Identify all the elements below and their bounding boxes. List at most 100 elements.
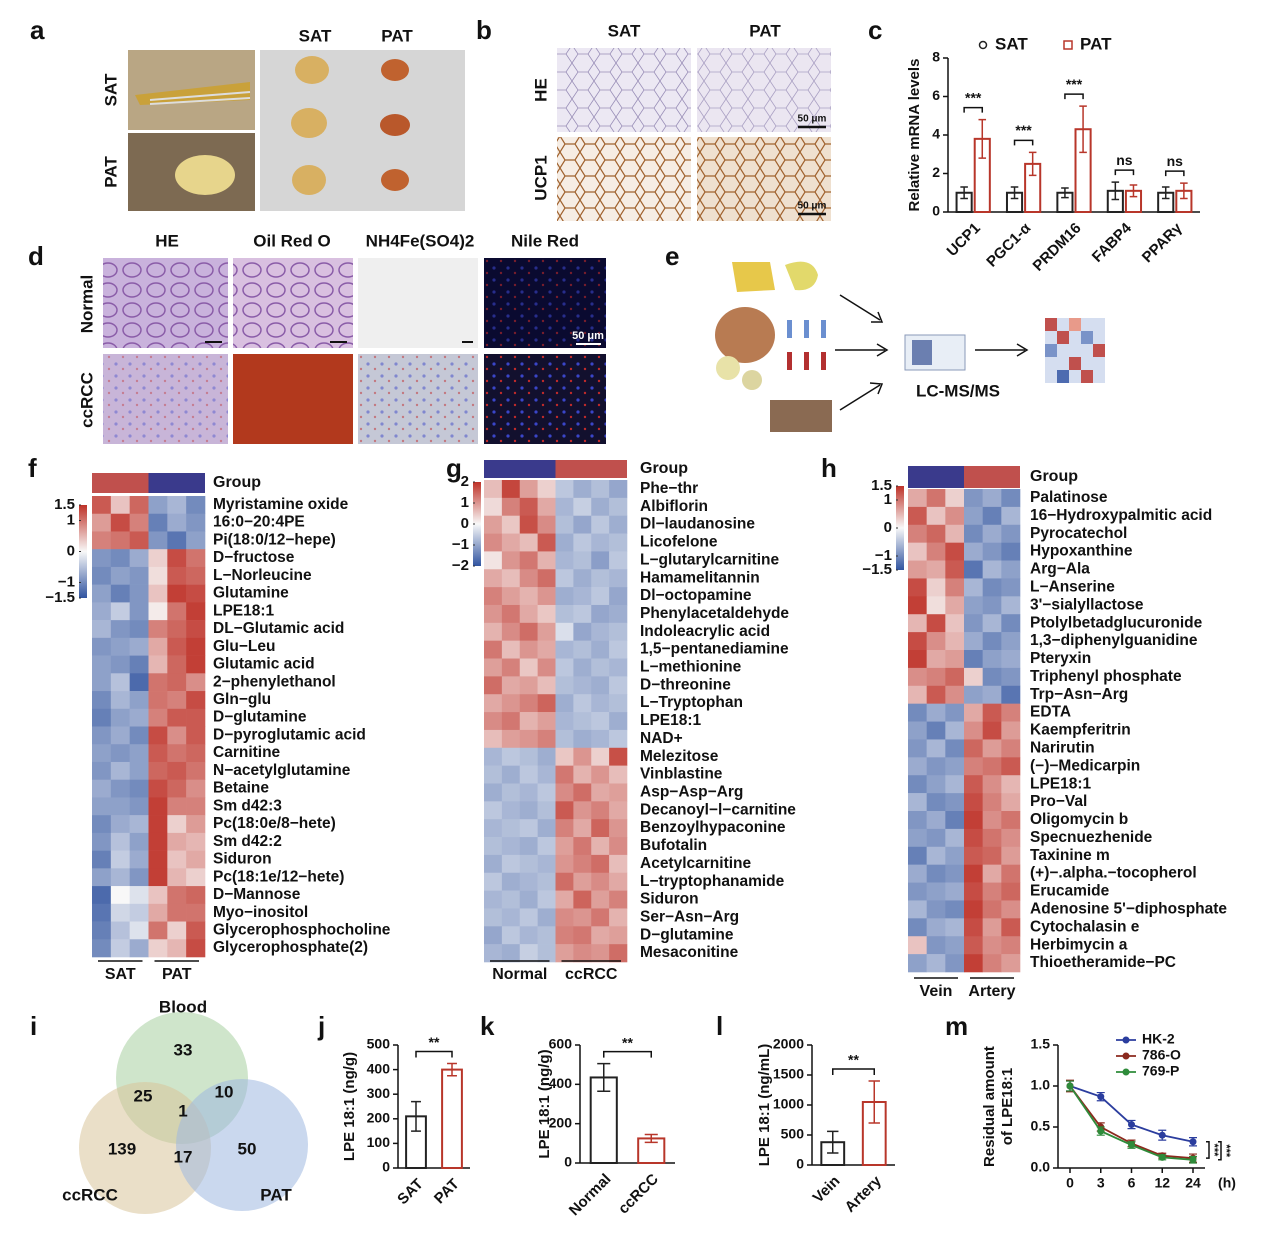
error-bar	[1129, 184, 1138, 198]
heatmap-cell	[148, 602, 168, 621]
heatmap-cell	[484, 872, 503, 891]
heatmap-cell	[1001, 596, 1021, 615]
heatmap-cell	[129, 513, 149, 532]
point	[1158, 1153, 1166, 1161]
row-label: Glutamine	[213, 585, 289, 602]
heatmap-cell	[1001, 846, 1021, 865]
x-tick-label: UCP1	[944, 220, 984, 260]
heatmap-cell	[1001, 721, 1021, 740]
heatmap-cell	[926, 954, 946, 973]
heatmap-cell	[186, 850, 206, 869]
panel-letter: b	[476, 15, 492, 45]
heatmap-cell	[501, 729, 521, 749]
heatmap-cell	[1001, 667, 1021, 687]
heatmap-cell	[148, 637, 168, 656]
heatmap-cell	[926, 489, 946, 508]
row-label: Myristamine oxide	[213, 496, 349, 513]
heatmap-cell	[964, 721, 983, 740]
colorbar-tick-label: 0	[461, 515, 469, 532]
heatmap-cell	[129, 673, 149, 692]
y-axis-label: LPE 18:1 (ng/g)	[536, 1049, 553, 1158]
heatmap-cell	[945, 542, 965, 561]
heatmap-cell	[964, 864, 983, 883]
heatmap-cell	[573, 837, 592, 856]
error-bar	[1010, 186, 1019, 200]
heatmap-cell	[982, 918, 1002, 937]
heatmap-cell	[110, 939, 130, 958]
row-label: Vinblastine	[640, 766, 723, 783]
x-tick-label: ccRCC	[615, 1170, 662, 1217]
heatmap-cell	[148, 513, 168, 532]
heatmap-cell	[148, 691, 168, 710]
photo-detail	[295, 56, 329, 84]
column-label: NH4Fe(SO4)2	[366, 231, 475, 250]
photo-detail	[175, 155, 235, 195]
heatmap-cell	[519, 801, 538, 820]
heatmap-cell	[945, 936, 965, 955]
row-label: Pyrocatechol	[1030, 525, 1127, 542]
heatmap-cell	[129, 584, 149, 603]
row-label: HE	[531, 78, 550, 102]
heatmap-cell	[484, 497, 503, 517]
heatmap-cell	[573, 533, 592, 552]
heatmap-cell	[573, 622, 592, 641]
heatmap-cell	[926, 560, 946, 579]
column-label: SAT	[608, 21, 641, 40]
legend-marker	[978, 40, 988, 50]
heatmap-cell	[537, 944, 556, 963]
heatmap-cell	[573, 783, 592, 802]
y-tick-label: 300	[367, 1085, 391, 1101]
micrograph	[697, 137, 831, 221]
heatmap-cell	[484, 926, 503, 945]
heatmap-cell	[591, 765, 610, 784]
heatmap-cell	[501, 622, 521, 641]
heatmap-cell	[591, 497, 610, 517]
heatmap-cell	[609, 801, 628, 820]
heatmap-cell	[945, 954, 965, 973]
heatmap-cell	[573, 640, 592, 659]
heatmap-cell	[908, 864, 927, 883]
heatmap-cell	[926, 918, 946, 937]
heatmap-cell	[555, 837, 574, 856]
row-label: Narirutin	[1030, 739, 1095, 756]
heatmap-cell	[129, 761, 149, 780]
heatmap-cell	[519, 908, 538, 927]
heatmap-cell	[148, 584, 168, 603]
row-label: LPE18:1	[1030, 775, 1092, 792]
significance-bracket	[415, 1050, 453, 1058]
heatmap-cell	[945, 596, 965, 615]
heatmap-cell	[964, 918, 983, 937]
heatmap-cell	[609, 837, 628, 856]
heatmap-cell	[519, 569, 538, 588]
heatmap-cell	[555, 783, 574, 802]
row-label: Palatinose	[1030, 489, 1108, 506]
error-bar	[447, 1062, 457, 1077]
heatmap-cell	[945, 846, 965, 865]
heatmap-cell	[982, 775, 1002, 794]
heatmap-cell	[609, 497, 628, 517]
heatmap-cell	[92, 939, 112, 958]
heatmap-cell	[945, 560, 965, 579]
row-label: PAT	[101, 156, 120, 188]
heatmap-cell	[537, 497, 556, 517]
heatmap-cell	[148, 549, 168, 568]
row-label: Betaine	[213, 780, 269, 797]
row-label: Kaempferitrin	[1030, 722, 1131, 739]
heatmap-cell	[964, 489, 983, 508]
heatmap-cell	[555, 515, 574, 534]
heatmap-cell	[92, 779, 112, 798]
heatmap-cell	[501, 658, 521, 677]
heatmap-cell	[484, 676, 503, 695]
y-tick-label: 2	[932, 164, 940, 180]
y-tick-label: 0	[796, 1156, 804, 1172]
heatmap-cell	[519, 676, 538, 695]
arrow	[869, 382, 884, 395]
heatmap-cell	[964, 811, 983, 830]
heatmap-cell	[609, 587, 628, 606]
heatmap-cell	[573, 926, 592, 945]
micrograph	[484, 258, 606, 348]
legend-label: PAT	[1080, 34, 1112, 53]
row-label: Taxinine m	[1030, 847, 1110, 864]
legend-label: 786-O	[1142, 1047, 1181, 1063]
heatmap-cell	[92, 637, 112, 656]
